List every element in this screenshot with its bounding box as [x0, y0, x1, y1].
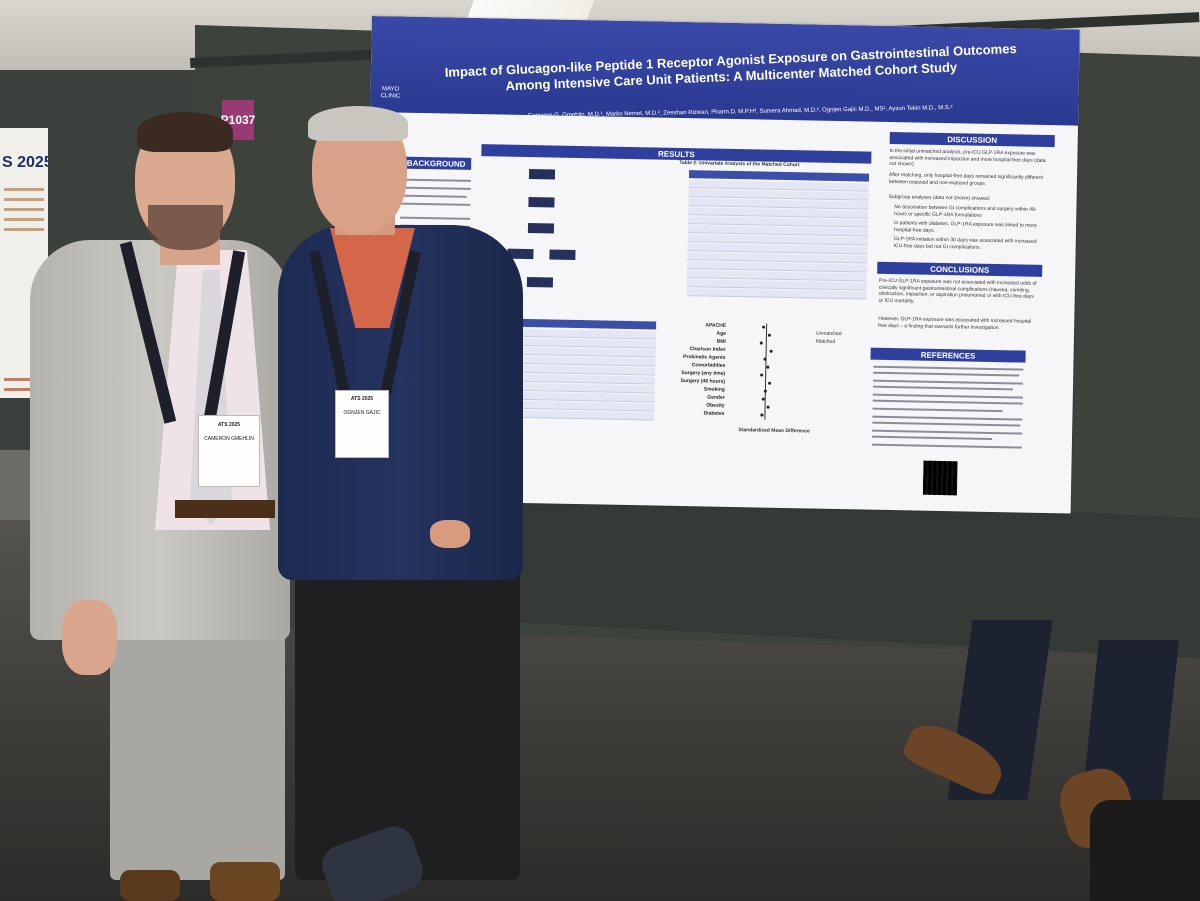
background-text-line [400, 194, 467, 198]
forest-label: Age [716, 330, 727, 337]
reference-line [872, 385, 1013, 391]
forest-point [767, 333, 771, 337]
neighbor-poster-row [4, 218, 44, 221]
table1-row [504, 409, 655, 421]
neighbor-poster-row [4, 198, 44, 201]
conclusion-bullet: Pre-ICU GLP-1RA exposure was not associa… [878, 277, 1037, 304]
neighbor-poster-row [4, 228, 44, 231]
background-text-line [400, 186, 471, 190]
forest-label: Charlson Index [689, 346, 726, 353]
badge-event: ATS 2025 [350, 396, 374, 402]
flow-box [528, 169, 556, 180]
qr-code [922, 460, 958, 496]
right-man-hand [430, 520, 470, 548]
forest-label: Diabetes [703, 410, 725, 417]
forest-x-label: Standardized Mean Difference [738, 427, 810, 435]
badge-event: ATS 2025 [217, 422, 241, 428]
discussion-bullet: No association between GI complications … [894, 204, 1037, 219]
forest-label: APACHE [705, 322, 727, 329]
bag [1090, 800, 1200, 901]
left-man-beard [148, 205, 223, 250]
right-man-badge: ATS 2025 OGNJEN GAJIC [335, 390, 389, 458]
forest-label: Smoking [703, 386, 725, 393]
forest-point [767, 381, 772, 385]
discussion-bullet: After matching, only hospital-free days … [888, 171, 1043, 187]
section-results-header: RESULTS [481, 144, 872, 164]
forest-legend-unmatched: Unmatched [815, 330, 842, 338]
forest-legend-matched: Matched [815, 338, 836, 345]
reference-line [871, 443, 1022, 449]
forest-plot: APACHE Age BMI Charlson Index Prokinetic… [664, 322, 866, 446]
discussion-bullet: GLP-1RA initiation within 30 days was as… [893, 236, 1037, 251]
forest-point [763, 389, 767, 393]
left-man-shoe [210, 862, 280, 901]
forest-point [766, 365, 770, 369]
left-man-badge: ATS 2025 CAMERON GMEHLIN [198, 415, 260, 487]
left-man-shoe [120, 870, 180, 901]
section-conclusions-header: CONCLUSIONS [877, 261, 1043, 277]
badge-name: OGNJEN GAJIC [343, 410, 381, 416]
forest-point [760, 413, 764, 417]
reference-line [872, 415, 1023, 421]
forest-point [759, 341, 763, 345]
right-man-legs [295, 540, 520, 880]
reference-line [872, 393, 1023, 399]
forest-label: BMI [716, 338, 726, 345]
forest-label: Gender [707, 394, 725, 401]
reference-line [873, 379, 1024, 385]
forest-point [761, 397, 765, 401]
background-text-line [400, 202, 471, 206]
neighbor-poster-row [4, 378, 44, 381]
section-references-header: REFERENCES [870, 347, 1026, 363]
flow-box [528, 197, 555, 208]
conclusion-bullet: However, GLP-1RA exposure was associated… [878, 315, 1032, 331]
left-man-hand [62, 600, 117, 675]
forest-label: Surgery (any time) [681, 370, 726, 377]
table1-header [506, 318, 657, 330]
reference-line [872, 407, 1003, 413]
discussion-bullet: In the initial unmatched analysis, pre-I… [889, 147, 1046, 168]
forest-point [766, 405, 770, 409]
background-text-line [400, 178, 471, 182]
reference-line [872, 421, 1021, 427]
reference-line [872, 429, 1023, 435]
background-text-line [400, 216, 471, 220]
forest-label: Comorbidities [691, 362, 726, 369]
reference-line [871, 435, 993, 440]
reference-line [873, 371, 1020, 377]
left-man-belt [175, 500, 275, 518]
forest-point [769, 349, 773, 353]
forest-label: Obesity [706, 402, 725, 409]
neighbor-poster-row [4, 188, 44, 191]
left-man-hair [137, 112, 233, 152]
forest-label: Prokinetic Agents [683, 354, 726, 361]
forest-point [763, 357, 767, 361]
right-man-hair [308, 106, 408, 141]
section-discussion-header: DISCUSSION [889, 131, 1055, 148]
neighbor-poster-row [4, 388, 44, 391]
neighbor-poster-title: S 2025 [2, 154, 48, 171]
flow-box [549, 249, 576, 260]
forest-label: Surgery (48 hours) [680, 377, 726, 385]
discussion-bullet: In patients with diabetes, GLP-1RA expos… [893, 220, 1037, 234]
badge-name: CAMERON GMEHLIN [204, 436, 254, 442]
neighbor-poster-row [4, 208, 44, 211]
forest-point [760, 373, 764, 377]
reference-line [872, 399, 1023, 405]
forest-point [762, 325, 766, 329]
section-background-header: BACKGROUND [401, 156, 472, 170]
flow-box [526, 277, 554, 288]
discussion-bullet: Subgroup analyses (data not shown) showe… [888, 193, 991, 202]
reference-line [873, 365, 1024, 371]
flow-box [527, 223, 555, 234]
